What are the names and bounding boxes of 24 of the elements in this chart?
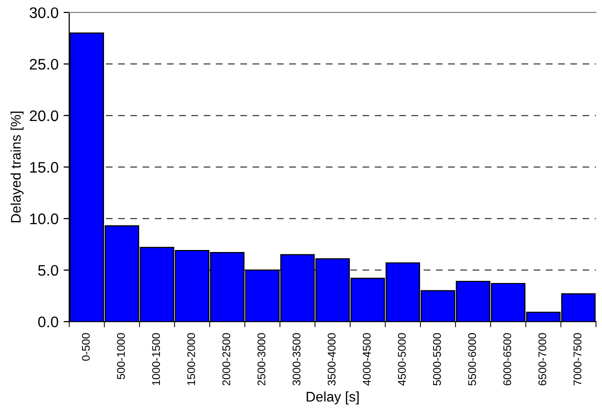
x-tick-label: 500-1000 <box>117 333 125 380</box>
y-tick-label: 0.0 <box>38 316 58 328</box>
y-tick-label: 20.0 <box>30 110 58 122</box>
y-axis-title: Delayed trains [%] <box>10 112 24 222</box>
x-tick-label: 5500-6000 <box>468 333 476 386</box>
x-tick-label: 0-500 <box>82 333 90 361</box>
y-tick-label: 30.0 <box>30 7 58 18</box>
x-tick-label: 5000-5500 <box>433 333 441 386</box>
x-axis-title: Delay [s] <box>306 391 359 404</box>
x-tick-label: 1500-2000 <box>187 333 196 386</box>
x-tick-label: 4000-4500 <box>362 333 371 386</box>
y-tick-label: 15.0 <box>30 162 58 173</box>
x-tick-label: 3500-4000 <box>328 333 336 386</box>
x-tick-label: 2000-2500 <box>222 333 230 386</box>
x-tick-label: 1000-1500 <box>152 333 160 386</box>
x-tick-label: 3000-3500 <box>292 333 300 386</box>
x-tick-label: 4500-5000 <box>398 333 406 386</box>
x-tick-label: 7000-7500 <box>574 333 582 386</box>
x-tick-label: 6500-7000 <box>538 333 546 386</box>
x-tick-label: 2500-3000 <box>257 333 266 386</box>
y-tick-label: 10.0 <box>30 213 58 224</box>
x-tick-label: 6000-6500 <box>503 333 512 386</box>
y-tick-label: 5.0 <box>38 264 58 276</box>
y-tick-label: 25.0 <box>30 58 58 70</box>
